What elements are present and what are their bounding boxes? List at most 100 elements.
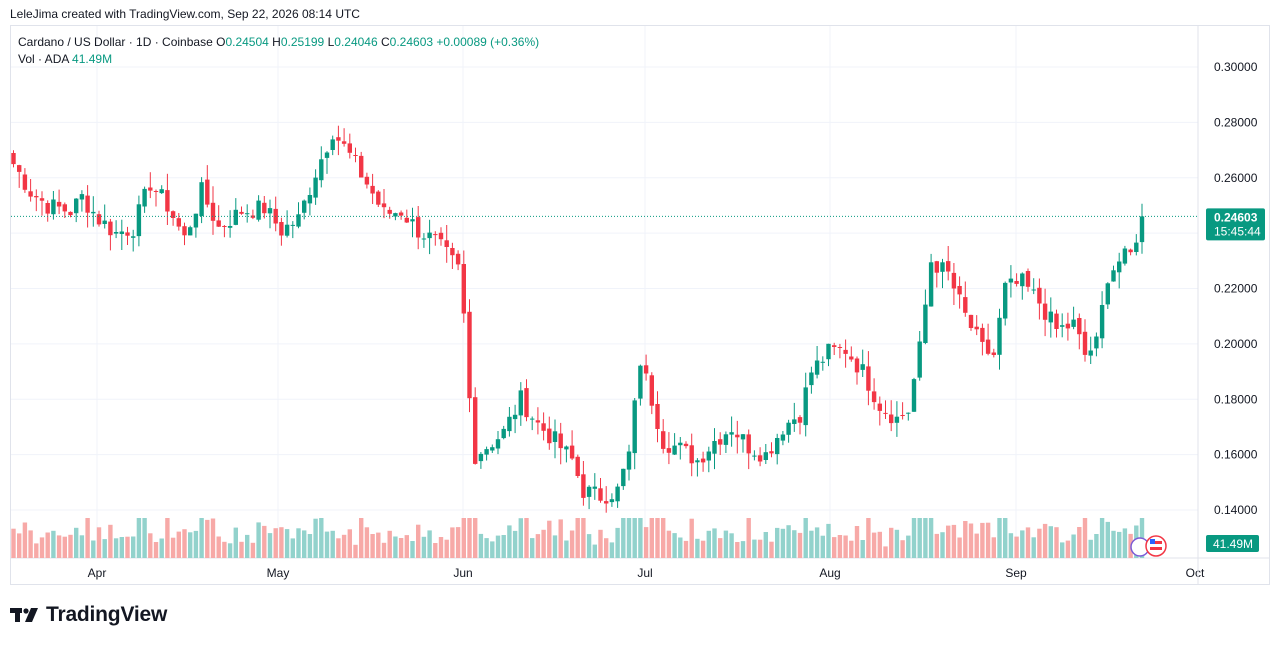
chart-legend: Cardano / US Dollar · 1D · Coinbase O0.2… (18, 34, 539, 68)
volume-bar (951, 524, 957, 558)
candle-body (205, 179, 210, 205)
candle-body (541, 423, 546, 431)
candle-body (934, 261, 939, 273)
candle-body (108, 221, 113, 236)
y-tick-label: 0.14000 (1214, 503, 1258, 517)
volume-bar (889, 527, 894, 558)
candle-body (450, 248, 455, 256)
volume-bar (923, 518, 928, 558)
tradingview-brand[interactable]: TradingView (10, 603, 167, 627)
volume-bar (598, 529, 603, 558)
candle-body (883, 412, 888, 414)
candle-body (193, 213, 199, 228)
candle-body (871, 391, 877, 403)
volume-bar (1105, 521, 1110, 558)
volume-bar (1077, 527, 1082, 558)
volume-bar (792, 530, 797, 558)
candle-body (655, 404, 660, 429)
candle-body (649, 375, 654, 406)
volume-bar (296, 528, 301, 558)
legend-close: 0.24603 (389, 35, 434, 49)
candle-body (735, 434, 740, 438)
volume-bar (518, 518, 523, 558)
candle-body (985, 339, 991, 354)
volume-bar (387, 530, 392, 558)
volume-bar (319, 518, 324, 558)
candle-body (1048, 311, 1053, 323)
candle-body (302, 200, 307, 213)
y-tick-label: 0.22000 (1214, 282, 1258, 296)
volume-bar (832, 537, 837, 558)
candle-body (854, 358, 860, 373)
candle-body (780, 434, 786, 441)
candle-body (182, 226, 187, 236)
volume-bar (649, 518, 654, 558)
legend-volume-value: 41.49M (72, 52, 113, 66)
volume-bar (484, 538, 489, 558)
candle-body (1042, 303, 1048, 320)
candle-body (849, 356, 854, 360)
candle-body (284, 224, 290, 236)
candle-body (1060, 325, 1065, 327)
candle-body (210, 202, 216, 221)
volume-bar (1037, 528, 1042, 558)
volume-bar (968, 523, 974, 558)
candle-body (1025, 271, 1031, 287)
candle-body (222, 226, 227, 227)
volume-bar (678, 537, 683, 558)
volume-bar (1003, 518, 1008, 558)
candle-body (507, 416, 512, 432)
volume-bar (273, 528, 278, 558)
legend-row-volume: Vol · ADA 41.49M (18, 51, 539, 68)
volume-bar (91, 540, 96, 558)
flag-canton (1150, 539, 1155, 544)
candle-body (262, 202, 267, 214)
volume-bar (79, 535, 85, 558)
candle-body (68, 211, 73, 216)
candle-body (11, 153, 16, 165)
y-tick-label: 0.28000 (1214, 115, 1258, 129)
volume-bar (256, 522, 261, 558)
volume-bar (934, 533, 939, 558)
volume-bar (421, 536, 427, 558)
volume-bar (1117, 531, 1122, 558)
candle-body (678, 442, 683, 446)
volume-bar (1099, 518, 1105, 558)
volume-bar (769, 541, 774, 558)
candle-body (689, 445, 694, 464)
volume-bar (28, 530, 33, 558)
candle-body (1128, 249, 1133, 253)
candle-body (393, 213, 398, 217)
volume-bar (450, 527, 455, 558)
legend-change: +0.00089 (+0.36%) (436, 35, 540, 49)
candle-body (775, 438, 780, 455)
volume-bar (849, 540, 854, 558)
candle-body (245, 213, 250, 215)
candle-body (729, 432, 734, 435)
volume-bar (1054, 527, 1059, 558)
volume-bar (501, 535, 506, 558)
candle-body (951, 272, 957, 289)
candle-body (467, 311, 472, 399)
candle-body (991, 352, 996, 355)
volume-bar (347, 529, 352, 558)
candle-body (188, 227, 193, 236)
volume-bar (621, 518, 626, 558)
volume-bar (393, 536, 398, 558)
volume-bar (250, 542, 256, 558)
volume-bar (444, 539, 449, 558)
candle-body (712, 441, 717, 454)
candle-body (586, 486, 592, 497)
candle-body (786, 422, 791, 435)
volume-bar (507, 525, 512, 558)
candle-body (96, 214, 102, 225)
volume-bar (233, 527, 238, 558)
candle-body (1065, 323, 1071, 329)
candle-body (1003, 282, 1008, 319)
candle-body (387, 209, 392, 214)
candle-body (723, 434, 729, 445)
volume-bar (376, 532, 381, 558)
volume-bar (906, 535, 911, 558)
candle-body (575, 456, 580, 476)
